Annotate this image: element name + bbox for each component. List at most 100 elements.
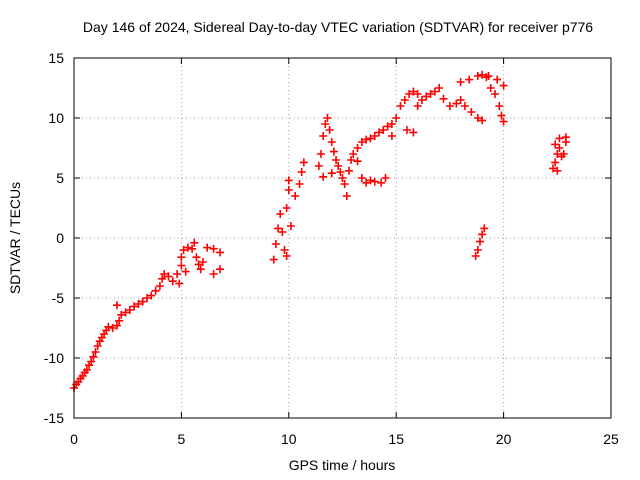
data-point (87, 357, 96, 366)
data-point (323, 114, 332, 122)
data-point (138, 297, 147, 306)
data-point (475, 237, 484, 246)
y-tick-label: -10 (44, 350, 64, 366)
y-tick-label: 0 (56, 230, 64, 246)
data-point (497, 111, 506, 120)
data-point (413, 90, 422, 98)
data-point (297, 168, 306, 176)
data-point (147, 291, 156, 300)
data-point (362, 135, 371, 144)
data-point (430, 87, 439, 96)
data-point (179, 246, 188, 254)
data-point (456, 78, 465, 86)
data-point (280, 246, 289, 254)
data-point (405, 90, 414, 98)
data-point (381, 174, 390, 182)
data-point (329, 147, 338, 156)
data-point (164, 272, 173, 281)
data-point (325, 126, 334, 134)
data-point (413, 102, 422, 110)
data-point (299, 158, 308, 167)
x-tick-label: 15 (388, 431, 404, 447)
x-tick-label: 0 (70, 431, 78, 447)
data-point (478, 70, 487, 79)
data-point (291, 192, 300, 200)
data-point (168, 277, 177, 286)
data-point (465, 75, 474, 84)
data-point (491, 90, 500, 98)
data-point (480, 224, 489, 233)
data-point (357, 138, 366, 146)
data-point (392, 114, 401, 122)
data-point (181, 267, 190, 276)
data-point (334, 162, 343, 170)
data-point (417, 96, 426, 104)
data-point (353, 157, 362, 166)
data-point (216, 248, 225, 257)
data-point (282, 204, 291, 212)
data-point (377, 178, 386, 187)
data-point (151, 286, 160, 295)
data-point (177, 253, 186, 262)
data-point (155, 282, 164, 290)
data-point (321, 120, 330, 128)
x-axis-label: GPS time / hours (289, 457, 396, 473)
data-point (353, 144, 362, 152)
data-point (344, 166, 353, 175)
data-point (460, 102, 469, 110)
x-axis: 0 5 10 15 20 25 (70, 58, 619, 447)
data-point (203, 243, 212, 252)
data-point (327, 138, 336, 146)
data-point (121, 308, 130, 317)
data-point (486, 84, 495, 92)
data-point (108, 324, 117, 332)
data-point (467, 108, 476, 116)
data-point (112, 301, 121, 310)
x-tick-label: 20 (496, 431, 512, 447)
data-point (400, 96, 409, 104)
data-point (473, 114, 482, 122)
data-point (499, 117, 508, 126)
data-point (183, 243, 192, 252)
data-point (332, 156, 341, 164)
data-point (82, 366, 91, 374)
data-point (91, 348, 100, 356)
data-point (209, 270, 218, 278)
data-point (435, 84, 444, 92)
data-point (387, 120, 396, 128)
data-point (439, 94, 448, 103)
data-point (551, 158, 560, 167)
data-point (143, 294, 152, 302)
data-point (112, 321, 121, 330)
data-point (493, 75, 502, 84)
data-point (317, 150, 326, 158)
data-point (471, 252, 480, 260)
y-axis-label: SDTVAR / TECUs (7, 182, 23, 294)
data-point (402, 126, 411, 134)
data-point (175, 279, 184, 288)
data-point (196, 265, 205, 274)
data-point (336, 168, 345, 176)
data-point (327, 169, 336, 178)
data-point (115, 316, 124, 325)
data-point (551, 140, 560, 149)
data-point (269, 255, 278, 264)
data-point (379, 126, 388, 134)
data-points (70, 70, 570, 392)
data-point (366, 134, 375, 143)
y-tick-label: 5 (56, 170, 64, 186)
data-point (445, 102, 454, 110)
data-point (117, 310, 126, 319)
data-point (555, 134, 564, 143)
data-point (561, 133, 570, 142)
data-point (383, 122, 392, 131)
data-point (188, 244, 197, 253)
data-point (396, 102, 405, 110)
data-point (370, 132, 379, 140)
data-point (286, 222, 295, 230)
x-tick-label: 10 (281, 431, 297, 447)
data-point (284, 186, 293, 194)
data-point (409, 87, 418, 96)
y-tick-label: -15 (44, 410, 64, 426)
